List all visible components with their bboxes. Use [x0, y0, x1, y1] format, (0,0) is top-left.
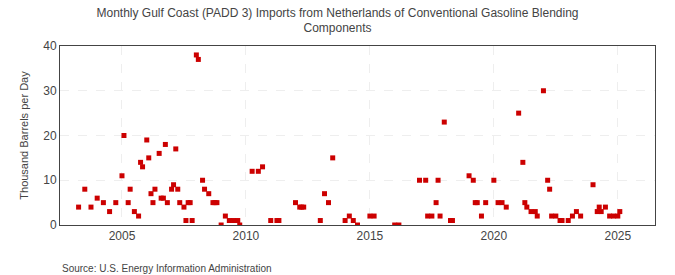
- svg-text:20: 20: [43, 129, 57, 143]
- svg-text:Monthly Gulf Coast (PADD 3) Im: Monthly Gulf Coast (PADD 3) Imports from…: [97, 6, 579, 36]
- svg-text:2020: 2020: [480, 229, 507, 243]
- svg-text:40: 40: [43, 39, 57, 53]
- svg-text:10: 10: [43, 173, 57, 187]
- svg-text:Source: U.S. Energy Informatio: Source: U.S. Energy Information Administ…: [62, 263, 272, 274]
- svg-text:2015: 2015: [357, 229, 384, 243]
- svg-text:30: 30: [43, 84, 57, 98]
- svg-text:2005: 2005: [109, 229, 136, 243]
- svg-text:2025: 2025: [604, 229, 631, 243]
- svg-text:0: 0: [50, 218, 57, 232]
- svg-text:2010: 2010: [233, 229, 260, 243]
- svg-text:Thousand Barrels per Day: Thousand Barrels per Day: [18, 71, 30, 200]
